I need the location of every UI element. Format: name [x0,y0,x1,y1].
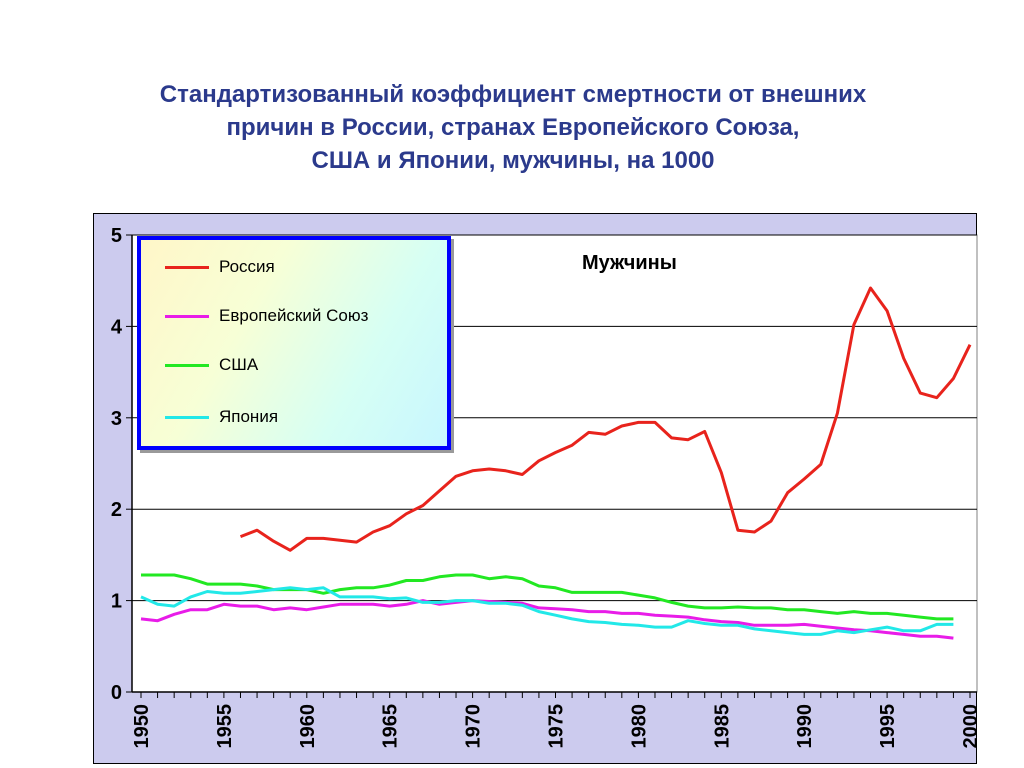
x-tick-label-1970: 1970 [463,704,485,749]
x-tick-label-1990: 1990 [794,704,816,749]
legend-swatch-eu [165,314,209,318]
x-tick-label-1995: 1995 [877,704,899,749]
legend-label-russia: Россия [219,257,275,276]
chart-title: Стандартизованный коэффициент смертности… [100,78,926,177]
y-tick-label-2: 2 [111,499,122,521]
title-line-2: причин в России, странах Европейского Со… [226,114,800,141]
chart-legend: Россия Европейский Союз США Япония [137,236,451,450]
y-tick-label-3: 3 [111,408,122,430]
legend-item-usa: США [165,350,258,380]
title-line-3: США и Японии, мужчины, на 1000 [311,147,715,174]
legend-label-eu: Европейский Союз [219,306,369,325]
y-tick-label-4: 4 [111,316,123,338]
y-tick-label-1: 1 [111,591,122,613]
legend-item-japan: Япония [165,402,278,432]
legend-label-japan: Япония [219,407,279,426]
series-line-japan [140,586,954,636]
x-tick-label-1955: 1955 [214,704,236,749]
legend-swatch-usa [165,363,209,367]
legend-item-russia: Россия [165,252,275,282]
y-tick-label-5: 5 [111,225,122,247]
legend-swatch-russia [165,265,209,269]
title-line-1: Стандартизованный коэффициент смертности… [159,81,867,108]
x-tick-label-1975: 1975 [546,704,568,749]
x-tick-label-2000: 2000 [960,704,982,749]
x-tick-label-1985: 1985 [711,704,733,749]
legend-swatch-japan [165,415,209,419]
y-tick-label-0: 0 [111,682,122,704]
x-tick-label-1965: 1965 [380,704,402,749]
chart-subtitle: Мужчины [582,252,677,274]
x-tick-label-1980: 1980 [628,704,650,749]
legend-label-usa: США [219,355,259,374]
x-tick-label-1960: 1960 [297,704,319,749]
legend-item-eu: Европейский Союз [165,301,368,331]
series-line-russia [239,286,972,552]
series-line-eu [140,599,954,640]
x-tick-label-1950: 1950 [131,704,153,749]
